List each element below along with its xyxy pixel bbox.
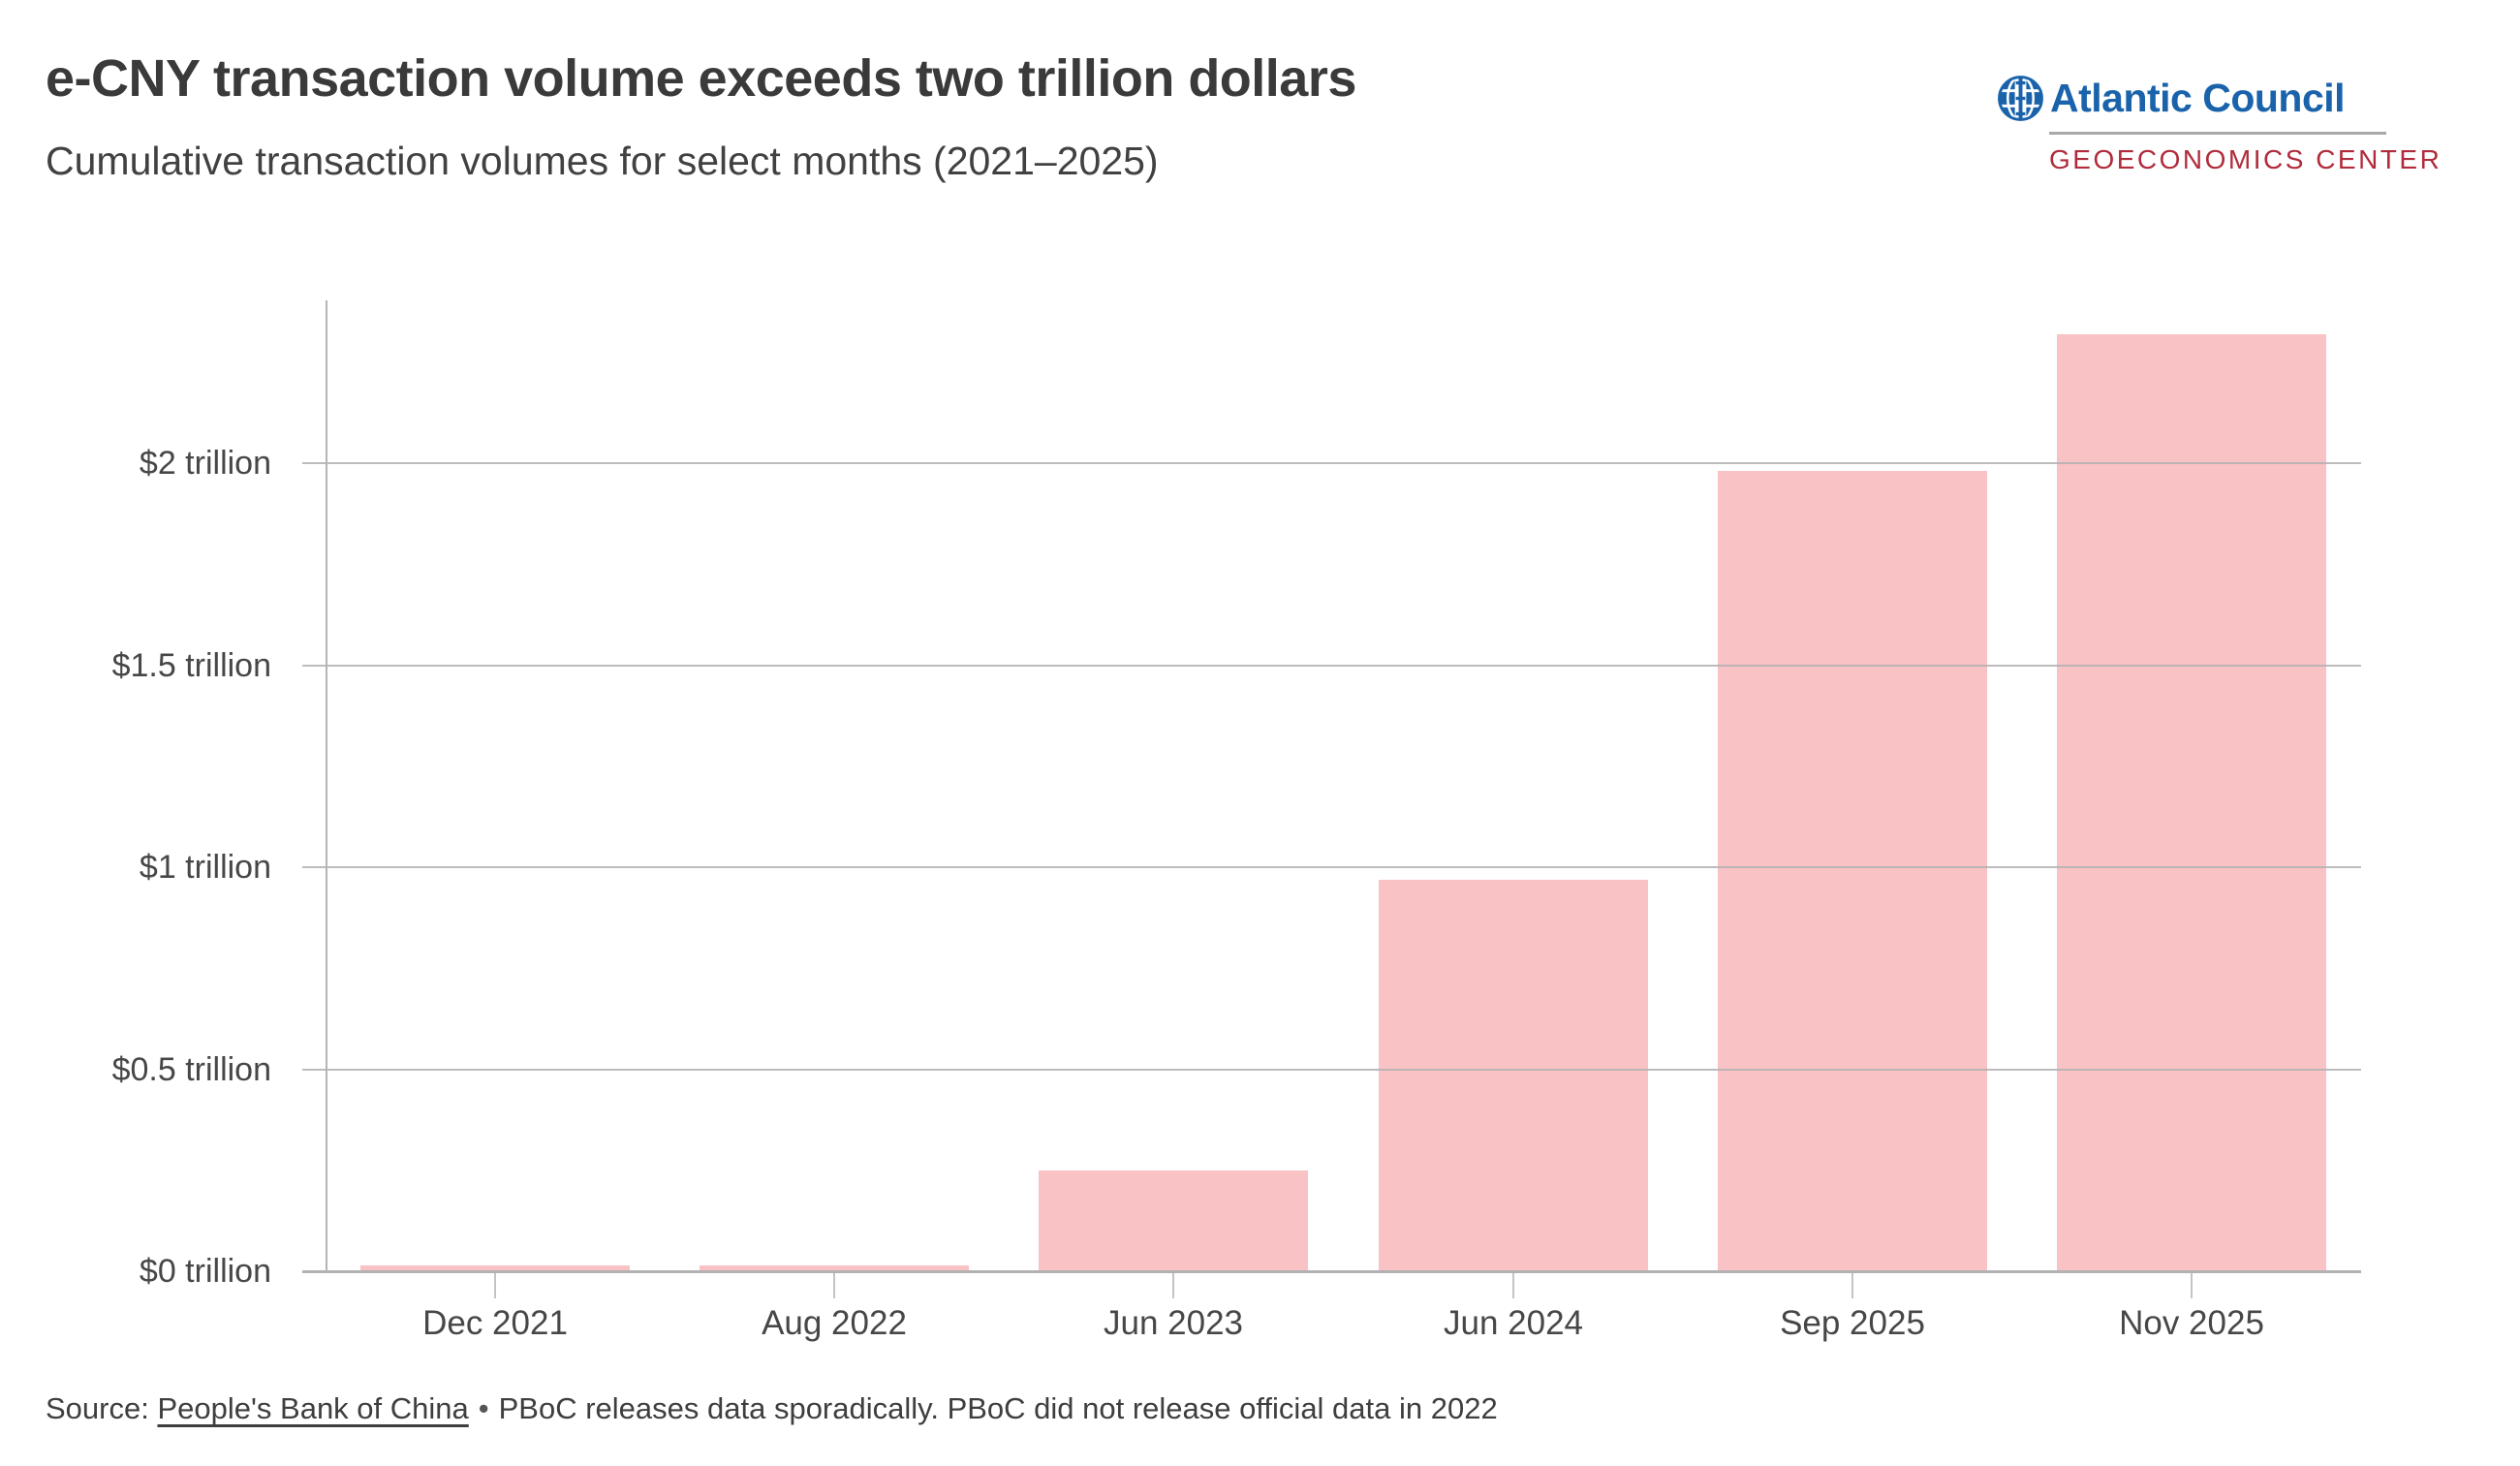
y-axis-line: [326, 300, 327, 1272]
bar-sep-2025: [1718, 471, 1987, 1271]
x-axis-tick-aug-2022: [833, 1273, 835, 1298]
y-axis-label--0-5-trillion: $0.5 trillion: [111, 1050, 271, 1088]
logo-center-name: GEOECONOMICS CENTER: [2049, 144, 2442, 174]
x-axis-label-dec-2021: Dec 2021: [422, 1304, 568, 1342]
bar-aug-2022: [700, 1265, 969, 1271]
x-axis-tick-dec-2021: [494, 1273, 496, 1298]
bar-dec-2021: [360, 1265, 630, 1271]
x-axis-tick-sep-2025: [1851, 1273, 1853, 1298]
source-note-text: PBoC releases data sporadically. PBoC di…: [498, 1391, 1498, 1425]
logo-org-name: Atlantic Council: [2050, 76, 2346, 120]
page-title: e-CNY transaction volume exceeds two tri…: [46, 49, 1356, 108]
source-label: Source:: [46, 1391, 149, 1425]
source-link[interactable]: People's Bank of China: [157, 1391, 469, 1425]
x-axis-label-jun-2023: Jun 2023: [1103, 1304, 1244, 1342]
gridline--0-5-trillion: [302, 1068, 2361, 1071]
bar-nov-2025: [2057, 334, 2326, 1271]
x-axis-label-nov-2025: Nov 2025: [2119, 1304, 2264, 1342]
x-axis-tick-jun-2023: [1172, 1273, 1174, 1298]
page-subtitle: Cumulative transaction volumes for selec…: [46, 139, 1159, 183]
logo-row: Atlantic Council: [1998, 76, 2453, 121]
x-axis-tick-jun-2024: [1512, 1273, 1514, 1298]
gridline--1-trillion: [302, 866, 2361, 868]
bar-jun-2024: [1379, 880, 1648, 1271]
x-axis-label-sep-2025: Sep 2025: [1780, 1304, 1925, 1342]
y-axis-label--1-5-trillion: $1.5 trillion: [111, 646, 271, 684]
y-axis-label--1-trillion: $1 trillion: [139, 849, 271, 886]
x-axis-label-jun-2024: Jun 2024: [1443, 1304, 1584, 1342]
x-axis-tick-nov-2025: [2191, 1273, 2193, 1298]
bullet-separator: •: [478, 1391, 489, 1425]
x-axis-label-aug-2022: Aug 2022: [762, 1304, 907, 1342]
bar-jun-2023: [1039, 1170, 1308, 1271]
atlantic-council-logo: Atlantic Council GEOECONOMICS CENTER: [1998, 76, 2453, 175]
logo-divider: [2049, 132, 2386, 135]
source-note: Source: People's Bank of China • PBoC rele…: [46, 1391, 1498, 1426]
y-axis-label--2-trillion: $2 trillion: [139, 445, 271, 482]
y-axis-label--0-trillion: $0 trillion: [139, 1253, 271, 1290]
gridline--1-5-trillion: [302, 664, 2361, 667]
gridline--2-trillion: [302, 462, 2361, 464]
x-axis-baseline: [302, 1270, 2361, 1273]
globe-icon: [1998, 76, 2043, 121]
